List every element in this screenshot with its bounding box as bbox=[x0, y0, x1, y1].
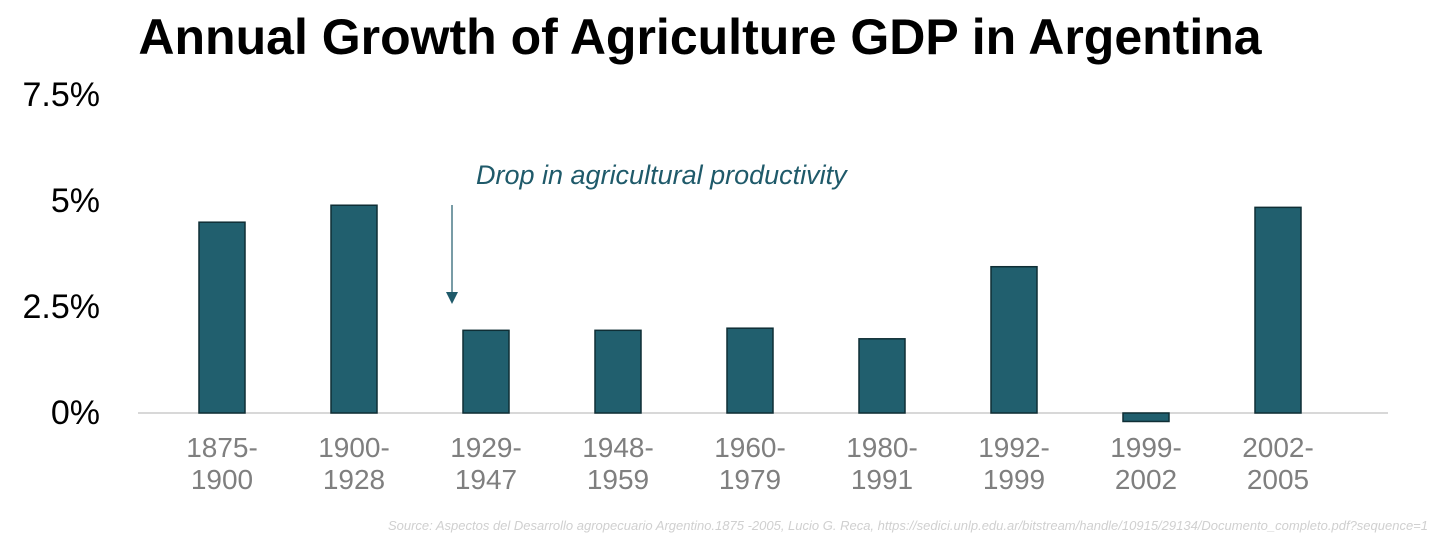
bar bbox=[1122, 412, 1170, 423]
x-tick-label-line: 2005 bbox=[1246, 464, 1310, 495]
x-tick-label: 1999- 2002 bbox=[1086, 432, 1206, 496]
bar bbox=[1254, 206, 1302, 414]
x-tick-label: 1980- 1991 bbox=[822, 432, 942, 496]
y-tick-label: 0% bbox=[50, 394, 100, 432]
bar bbox=[990, 265, 1038, 414]
y-tick-label: 7.5% bbox=[22, 76, 101, 114]
x-tick-label: 1960- 1979 bbox=[690, 432, 810, 496]
x-tick-label-line: 1947 bbox=[454, 464, 518, 495]
x-tick-label-line: 1900 bbox=[190, 464, 254, 495]
annotation-arrow bbox=[446, 205, 458, 304]
bar bbox=[726, 327, 774, 414]
x-tick-label-line: 2002- bbox=[1242, 432, 1314, 463]
bar bbox=[330, 204, 378, 414]
bar bbox=[462, 329, 510, 414]
x-tick-label: 1948- 1959 bbox=[558, 432, 678, 496]
x-tick-label: 1900- 1928 bbox=[294, 432, 414, 496]
x-tick-label: 1929- 1947 bbox=[426, 432, 546, 496]
chart-title: Annual Growth of Agriculture GDP in Arge… bbox=[138, 9, 1262, 65]
y-tick-label: 5% bbox=[50, 182, 100, 220]
x-tick-label-line: 1999 bbox=[982, 464, 1046, 495]
y-tick-label: 2.5% bbox=[22, 288, 101, 326]
x-tick-label-line: 2002 bbox=[1114, 464, 1178, 495]
x-tick-label: 2002- 2005 bbox=[1218, 432, 1338, 496]
x-tick-label: 1875- 1900 bbox=[162, 432, 282, 496]
x-tick-label-line: 1979 bbox=[718, 464, 782, 495]
source-note: Source: Aspectos del Desarrollo agropecu… bbox=[387, 518, 1428, 533]
bar bbox=[858, 338, 906, 414]
bar bbox=[198, 221, 246, 414]
x-tick-label-line: 1991 bbox=[850, 464, 914, 495]
x-tick-label-line: 1959 bbox=[586, 464, 650, 495]
x-tick-label-line: 1992- bbox=[978, 432, 1050, 463]
bar-series bbox=[198, 204, 1302, 423]
annotation-arrow-head bbox=[446, 292, 458, 304]
x-tick-label-line: 1999- bbox=[1110, 432, 1182, 463]
x-tick-label-line: 1980- bbox=[846, 432, 918, 463]
x-tick-label: 1992- 1999 bbox=[954, 432, 1074, 496]
x-tick-label-line: 1928 bbox=[322, 464, 386, 495]
x-tick-label-line: 1929- bbox=[450, 432, 522, 463]
x-tick-label-line: 1948- bbox=[582, 432, 654, 463]
x-tick-label-line: 1900- bbox=[318, 432, 390, 463]
annotation-label: Drop in agricultural productivity bbox=[476, 160, 847, 190]
x-tick-label-line: 1960- bbox=[714, 432, 786, 463]
bar bbox=[594, 329, 642, 414]
x-tick-label-line: 1875- bbox=[186, 432, 258, 463]
